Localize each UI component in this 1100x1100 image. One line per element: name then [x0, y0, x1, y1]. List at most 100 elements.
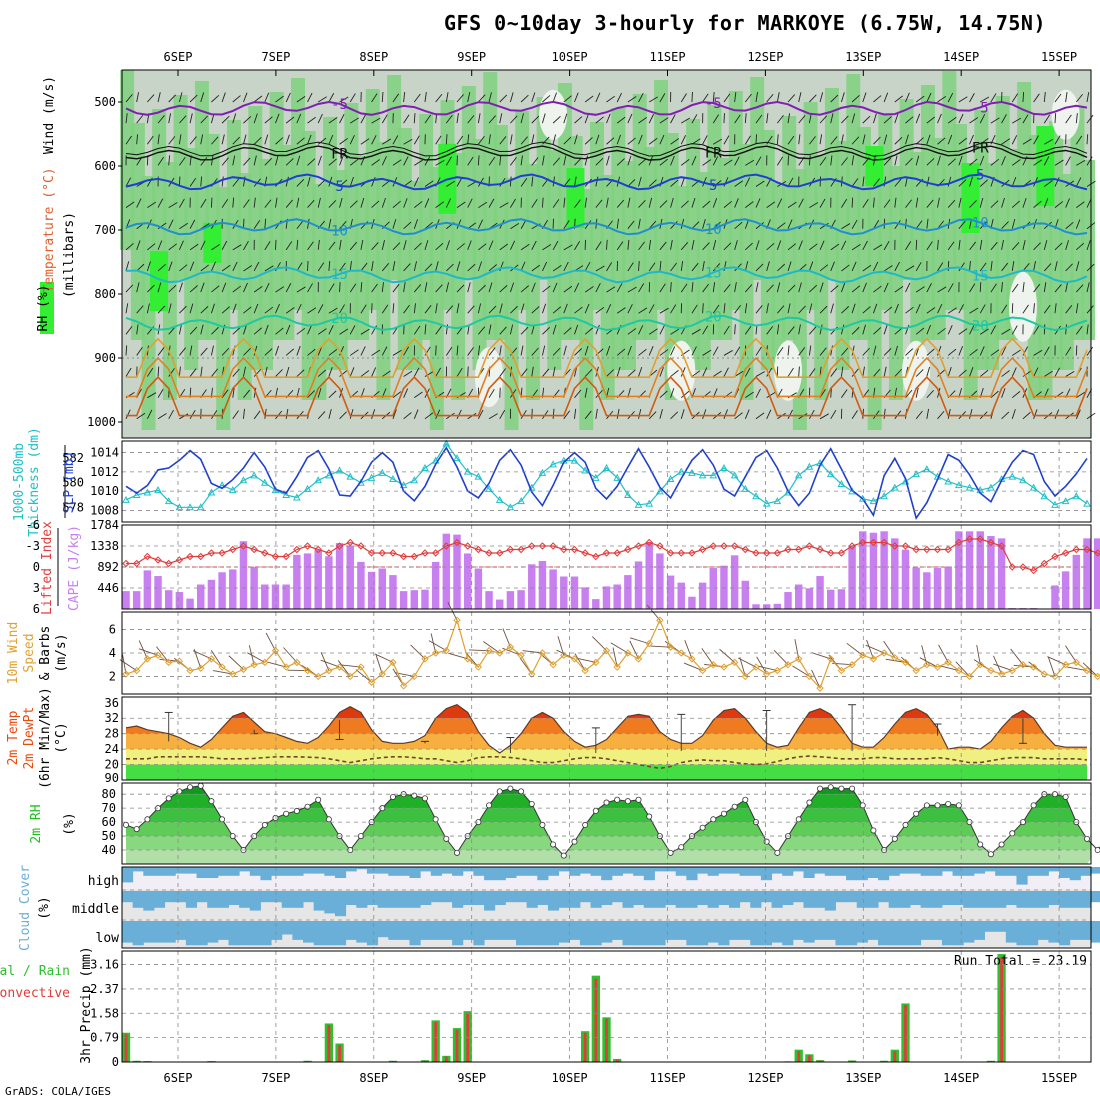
wind10-marker — [239, 665, 248, 674]
cloud-cell — [249, 891, 261, 911]
thickness-marker — [602, 463, 611, 471]
lifted-marker — [891, 542, 899, 550]
wind-barb — [488, 240, 494, 251]
wind-barb — [541, 345, 546, 356]
cloud-cell — [782, 921, 794, 946]
cloud-cell — [697, 867, 709, 874]
wind-barb — [264, 241, 271, 251]
cloud-cell — [686, 867, 698, 881]
wind10-marker — [570, 655, 579, 663]
wind-barb — [1001, 411, 1010, 420]
rh-mid-cell — [1081, 160, 1096, 340]
rh2m-marker — [731, 803, 738, 810]
wind-barb — [328, 283, 335, 293]
isotherm-label: FR — [972, 140, 989, 156]
wind10-marker — [816, 684, 824, 692]
wind-barb — [531, 282, 536, 293]
cape-bar — [442, 533, 451, 609]
wind10-barb — [811, 669, 821, 689]
wind-barb — [179, 264, 188, 272]
cloud-cell — [697, 921, 709, 946]
cloud-cell — [1005, 921, 1017, 943]
cloud-cell — [856, 921, 868, 943]
cloud-cell — [941, 867, 954, 872]
rh-mid-cell — [376, 142, 391, 400]
wind-barb — [574, 116, 583, 124]
wind-barb — [574, 408, 577, 419]
rh2m-marker — [1030, 802, 1037, 809]
wind-barb — [413, 367, 420, 377]
cape-bar — [656, 553, 664, 609]
cloud-cell — [590, 891, 602, 908]
rh-mid-cell — [397, 128, 412, 370]
cloud-cell — [931, 867, 943, 876]
cloud-cell — [185, 867, 198, 874]
wind-barb — [179, 222, 189, 230]
wind-barb — [755, 180, 765, 187]
wind-barb — [499, 303, 503, 314]
upper-panel-tick: 500 — [94, 95, 116, 109]
wind-barb — [947, 92, 954, 103]
isotherm-line — [125, 145, 1088, 161]
thickness-marker — [463, 467, 472, 475]
wind-barb — [232, 155, 236, 166]
wind10-marker — [122, 670, 130, 678]
wind-barb — [958, 239, 961, 250]
wind-barb — [969, 134, 974, 145]
wind-barb — [787, 135, 795, 145]
cape-bar — [1093, 538, 1100, 609]
slp-tick: 1012 — [90, 465, 119, 479]
precip-conv-bar — [338, 1045, 341, 1062]
wind-barb — [478, 135, 485, 145]
lifted-marker — [987, 538, 995, 547]
wind-barb — [200, 306, 209, 314]
lifted-marker — [303, 542, 312, 550]
wind-barb — [851, 261, 857, 272]
rh-mid-cell — [301, 131, 316, 400]
cape-bar — [581, 587, 589, 609]
rh-mid-cell — [1017, 82, 1032, 310]
wind-barb — [328, 134, 334, 145]
cloud-cell — [356, 891, 368, 908]
wind10-barb — [119, 659, 137, 671]
lifted-marker — [752, 549, 760, 557]
wind-barb — [328, 307, 338, 314]
wind-barb — [979, 96, 990, 103]
wind-barb — [851, 136, 860, 145]
wind-barb — [403, 221, 412, 230]
wind-barb — [542, 303, 547, 314]
cloud-cell — [814, 867, 826, 874]
cloud-cell — [1016, 867, 1028, 885]
cape-lifted-ylabel: Lifted Index — [40, 521, 55, 615]
wind-barb — [531, 408, 533, 419]
wind-barb — [232, 197, 235, 208]
wind10-barb — [320, 659, 340, 668]
wind-barb — [1011, 261, 1015, 272]
precip-conv-bar — [850, 1060, 854, 1062]
isotherm-label: 20 — [705, 309, 722, 325]
wind-barb — [510, 223, 520, 230]
wind-barb — [296, 96, 306, 103]
cloud-cell — [1048, 891, 1060, 905]
wind-barb — [520, 261, 526, 272]
cloud-cell — [207, 867, 219, 878]
rh-mid-cell — [835, 141, 850, 370]
rh-mid-cell — [365, 89, 380, 310]
wind-barb — [915, 327, 925, 335]
rh2m-marker — [165, 795, 172, 802]
wind-barb — [328, 200, 337, 208]
wind-barb — [136, 198, 142, 208]
rh-mid-cell — [141, 176, 156, 430]
wind-barb — [606, 345, 611, 356]
rh-mid-cell — [429, 167, 444, 430]
wind-barb — [456, 345, 459, 356]
cloud-cell — [558, 921, 570, 943]
wind-barb — [520, 368, 528, 377]
wind-barb — [1065, 305, 1073, 314]
cloud-cell — [643, 867, 655, 881]
wind-barb — [125, 284, 134, 293]
wind-barb — [328, 117, 338, 124]
rh2m-marker — [304, 803, 311, 810]
cloud-cell — [462, 891, 474, 905]
